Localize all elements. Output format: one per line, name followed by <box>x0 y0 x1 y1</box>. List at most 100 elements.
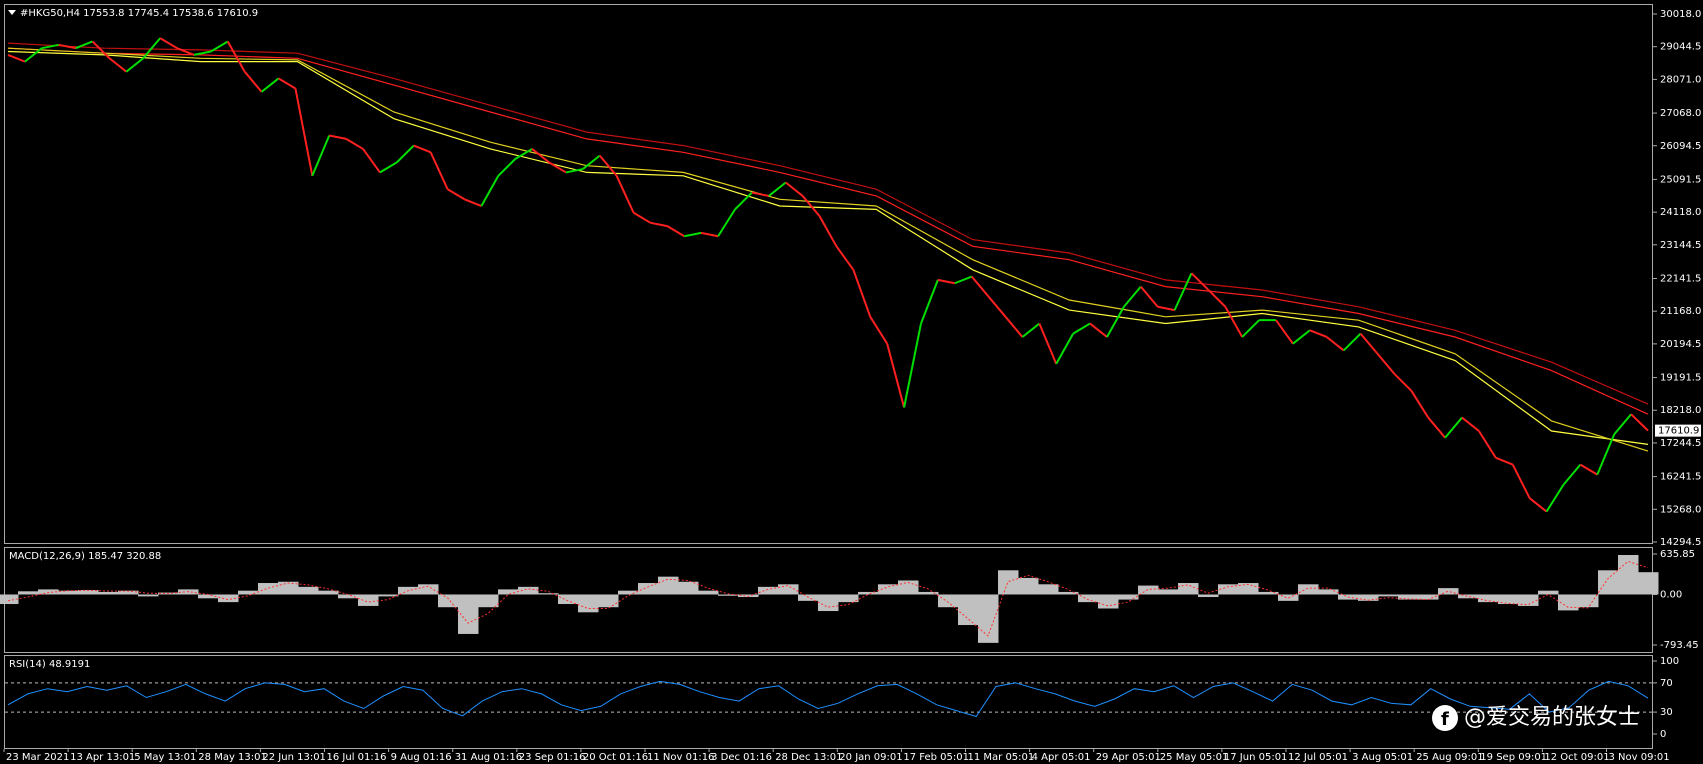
price-segment <box>345 137 364 150</box>
price-segment <box>684 231 702 238</box>
macd-bar <box>638 583 659 595</box>
macd-bar <box>1178 583 1199 595</box>
macd-bar <box>1618 555 1639 595</box>
price-segment <box>565 168 584 174</box>
price-segment <box>311 135 331 177</box>
macd-bar <box>618 590 639 595</box>
y-tick-label: 0.00 <box>1660 589 1682 600</box>
y-tick-label: 27068.0 <box>1660 108 1701 119</box>
macd-bar <box>838 594 859 603</box>
price-segment <box>1021 322 1040 338</box>
price-segment <box>1511 464 1531 499</box>
macd-bar <box>598 594 619 608</box>
x-tick-label: 12 Jul 05:01 <box>1288 752 1348 763</box>
macd-bar <box>1098 594 1119 609</box>
macd-bar <box>1078 594 1099 603</box>
macd-bar <box>978 594 999 643</box>
price-segment <box>886 343 906 408</box>
macd-bar <box>18 591 39 595</box>
price-segment <box>1596 433 1616 476</box>
price-segment <box>176 47 195 56</box>
price-segment <box>1545 484 1565 513</box>
macd-bar <box>918 591 939 595</box>
facebook-f: f <box>1441 709 1449 730</box>
x-tick-label: 31 Aug 01:16 <box>455 752 522 763</box>
y-tick-label: 0 <box>1660 729 1666 740</box>
macd-bar <box>1478 594 1499 603</box>
price-segment <box>1292 329 1311 345</box>
macd-bar <box>1378 594 1399 597</box>
price-segment <box>1410 390 1430 419</box>
price-segment <box>1207 289 1227 308</box>
price-segment <box>1275 319 1294 345</box>
price-segment <box>1461 416 1480 432</box>
price-segment <box>24 47 43 63</box>
price-segment <box>447 188 466 201</box>
x-tick-label: 23 Mar 2021 <box>6 752 69 763</box>
macd-bar <box>1298 584 1319 595</box>
chart-title: #HKG50,H4 17553.8 17745.4 17538.6 17610.… <box>20 8 258 19</box>
rsi-label: RSI(14) 48.9191 <box>9 659 90 670</box>
macd-bar <box>438 594 459 608</box>
y-tick-label: 16241.5 <box>1660 472 1701 483</box>
moving-average <box>7 42 1649 405</box>
x-tick-label: 28 May 13:01 <box>198 752 267 763</box>
y-tick-label: 30 <box>1660 707 1673 718</box>
price-segment <box>615 175 635 214</box>
rsi-line <box>7 680 1649 718</box>
y-tick-label: -793.45 <box>1660 640 1699 651</box>
price-segment <box>1224 306 1244 338</box>
macd-bar <box>358 594 379 606</box>
price-segment <box>1359 332 1379 355</box>
moving-average <box>7 47 1649 415</box>
facebook-icon <box>1432 705 1458 731</box>
macd-bar <box>1238 583 1259 595</box>
y-tick-label: 30018.0 <box>1660 9 1701 20</box>
macd-bar <box>1138 585 1159 595</box>
price-segment <box>1309 329 1328 338</box>
macd-bar <box>138 594 159 597</box>
macd-bar <box>1538 590 1559 595</box>
x-tick-label: 17 Jun 05:01 <box>1224 752 1288 763</box>
macd-bar <box>1218 584 1239 595</box>
price-segment <box>666 225 685 238</box>
macd-bar <box>1258 591 1279 595</box>
price-segment <box>278 77 296 90</box>
price-segment <box>970 275 990 298</box>
macd-bar <box>378 594 399 597</box>
price-segment <box>717 208 736 237</box>
macd-bar <box>118 590 139 595</box>
macd-bar <box>858 591 879 595</box>
y-tick-label: 29044.5 <box>1660 42 1701 53</box>
price-segment <box>937 278 955 285</box>
x-tick-label: 23 Sep 01:16 <box>519 752 586 763</box>
macd-bar <box>1398 594 1419 600</box>
macd-bar <box>1038 584 1059 595</box>
price-segment <box>801 195 821 217</box>
price-segment <box>1613 413 1632 436</box>
price-segment <box>142 37 161 59</box>
price-segment <box>903 323 922 408</box>
price-segment <box>91 40 111 59</box>
x-tick-label: 3 Nov 09:01 <box>1609 752 1670 763</box>
menu-triangle[interactable] <box>8 10 16 15</box>
price-segment <box>1427 416 1446 439</box>
price-segment <box>480 175 500 207</box>
x-tick-label: 20 Oct 01:16 <box>583 752 648 763</box>
price-segment <box>598 154 618 177</box>
macd-bar <box>818 594 839 612</box>
price-segment <box>1326 336 1345 352</box>
price-segment <box>1123 285 1142 308</box>
price-segment <box>1140 285 1159 308</box>
macd-bar <box>1638 572 1659 595</box>
price-segment <box>852 269 872 318</box>
last-price-box <box>1655 424 1701 437</box>
macd-bar <box>1558 594 1579 611</box>
macd-bar <box>678 581 699 595</box>
price-segment <box>1529 497 1548 513</box>
macd-signal <box>7 560 1649 637</box>
price-segment <box>954 275 973 285</box>
x-tick-label: 4 Apr 05:01 <box>1032 752 1091 763</box>
price-segment <box>226 40 246 73</box>
x-tick-label: 5 May 13:01 <box>134 752 196 763</box>
